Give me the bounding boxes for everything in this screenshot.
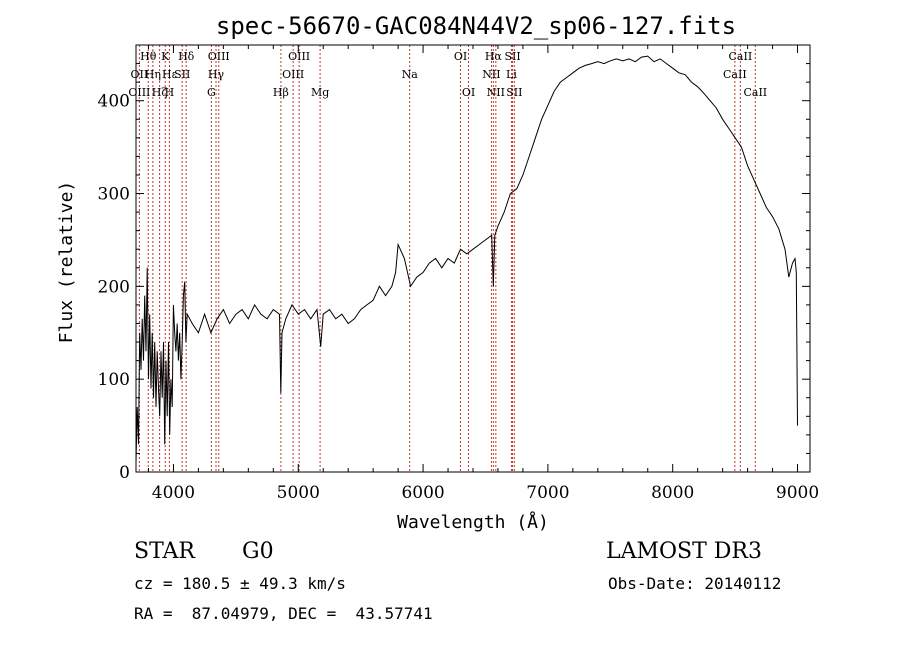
line-annotation: SII: [174, 68, 190, 81]
line-annotation: OIII: [208, 50, 230, 63]
y-tick-label: 400: [98, 92, 130, 112]
x-axis-ticks: 4000 5000 6000 7000 8000 9000: [147, 45, 819, 503]
line-markers: [138, 45, 756, 472]
line-annotation: SII: [506, 86, 522, 99]
x-tick-label: 7000: [526, 483, 569, 503]
line-annotation: OI: [454, 50, 467, 63]
line-annotation: Hβ: [273, 86, 289, 99]
line-annotation: SII: [504, 50, 520, 63]
y-axis-ticks: 0 100 200 300 400: [98, 63, 810, 483]
spectrum-line: [135, 55, 798, 463]
survey-name: LAMOST DR3: [606, 539, 762, 564]
chart-title: spec-56670-GAC084N44V2_sp06-127.fits: [216, 12, 736, 40]
redshift-text: cz = 180.5 ± 49.3 km/s: [134, 574, 346, 593]
y-tick-label: 0: [119, 463, 130, 483]
line-annotation: OI: [462, 86, 475, 99]
line-annotation: Hδ: [178, 50, 195, 63]
line-annotation: OIII: [282, 68, 304, 81]
line-annotation: NII: [482, 68, 500, 81]
object-subclass: G0: [242, 539, 274, 564]
object-class: STAR: [134, 539, 195, 564]
line-annotation: Hγ: [208, 68, 225, 81]
line-annotation: Hθ: [140, 50, 157, 63]
y-axis-label: Flux (relative): [56, 181, 77, 344]
line-annotation: CaII: [729, 50, 753, 63]
line-annotation: Hη: [145, 68, 161, 81]
line-annotation: NII: [487, 86, 505, 99]
x-tick-label: 5000: [277, 483, 320, 503]
line-annotation: K: [161, 50, 170, 63]
line-annotation: Li: [506, 68, 517, 81]
coords-text: RA = 87.04979, DEC = 43.57741: [134, 604, 433, 623]
x-tick-label: 8000: [651, 483, 694, 503]
line-annotations: OII OIII Hθ Hη Hζ K Hε H SII Hδ OIII Hγ G Hβ OIII OIII M…: [128, 50, 767, 99]
line-annotation: Hε: [162, 68, 178, 81]
line-annotation: Mg: [311, 86, 329, 99]
obs-date-text: Obs-Date: 20140112: [608, 574, 782, 593]
line-annotation: OIII: [128, 86, 150, 99]
line-annotation: Hα: [485, 50, 503, 63]
line-annotation: G: [207, 86, 216, 99]
line-annotation: Na: [402, 68, 419, 81]
x-tick-label: 4000: [152, 483, 195, 503]
line-annotation: CaII: [743, 86, 767, 99]
line-annotation: OIII: [288, 50, 310, 63]
line-annotation: Hζ: [152, 86, 168, 99]
y-tick-label: 200: [98, 277, 130, 297]
line-annotation: CaII: [723, 68, 747, 81]
x-tick-label: 9000: [776, 483, 819, 503]
line-annotation: H: [165, 86, 175, 99]
line-annotation: OII: [131, 68, 149, 81]
plot-frame: [135, 44, 811, 473]
y-tick-label: 300: [98, 185, 130, 205]
y-tick-label: 100: [98, 370, 130, 390]
x-tick-label: 6000: [401, 483, 444, 503]
x-axis-label: Wavelength (Å): [397, 511, 549, 533]
